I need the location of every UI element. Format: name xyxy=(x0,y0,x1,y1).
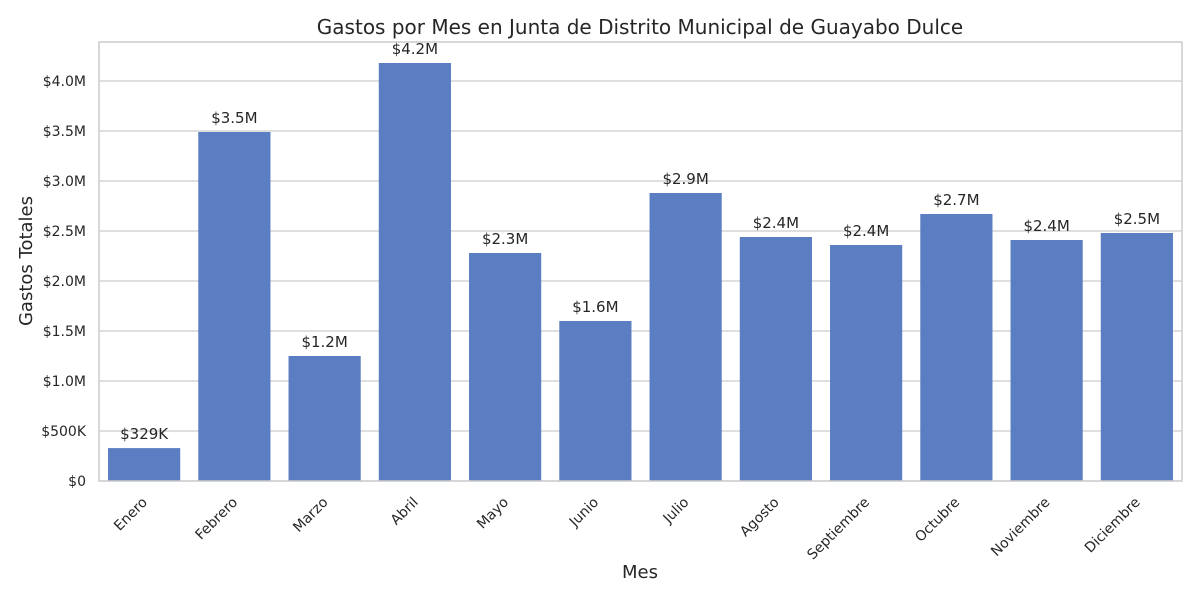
x-tick-label: Mayo xyxy=(474,495,512,533)
data-label: $1.2M xyxy=(301,333,347,351)
bar xyxy=(108,448,181,481)
x-tick-label: Junio xyxy=(566,495,602,531)
data-label: $2.4M xyxy=(753,214,799,232)
x-tick-label: Abril xyxy=(388,495,422,529)
x-tick-label: Julio xyxy=(660,495,693,528)
data-label: $329K xyxy=(120,425,169,443)
data-label: $2.5M xyxy=(1114,210,1160,228)
y-tick-label: $3.0M xyxy=(43,174,86,190)
bar xyxy=(469,253,542,481)
data-label: $2.7M xyxy=(933,191,979,209)
x-tick-labels: Enero Febrero Marzo Abril Mayo Junio Julio Agos… xyxy=(111,495,1144,564)
plot-frame xyxy=(98,41,1183,482)
y-tick-label: $3.5M xyxy=(43,124,86,140)
bar xyxy=(378,63,451,481)
y-tick-label: $2.5M xyxy=(43,224,86,240)
y-tick-label: $1.0M xyxy=(43,374,86,390)
x-tick-label: Febrero xyxy=(193,495,242,544)
x-tick-label: Noviembre xyxy=(988,495,1053,560)
x-tick-label: Septiembre xyxy=(804,495,873,564)
data-label: $3.5M xyxy=(211,109,257,127)
bar xyxy=(739,237,812,481)
y-tick-label: $500K xyxy=(41,424,87,440)
bar xyxy=(288,356,361,481)
bar xyxy=(920,214,993,481)
y-tick-label: $2.0M xyxy=(43,274,86,290)
y-tick-label: $0 xyxy=(68,474,86,490)
x-tick-label: Diciembre xyxy=(1082,495,1144,557)
x-axis-label: Mes xyxy=(622,562,658,583)
x-tick-label: Enero xyxy=(111,495,151,535)
bar xyxy=(830,245,903,481)
y-tick-labels: $0 $500K $1.0M $1.5M $2.0M $2.5M $3.0M $3.5M $4.… xyxy=(41,74,87,490)
data-label: $2.9M xyxy=(662,170,708,188)
grid-lines xyxy=(99,80,1182,482)
data-label: $2.3M xyxy=(482,230,528,248)
y-tick-label: $1.5M xyxy=(43,324,86,340)
bar xyxy=(1100,233,1173,481)
y-tick-label: $4.0M xyxy=(43,74,86,90)
bar xyxy=(1010,240,1083,481)
data-label: $4.2M xyxy=(392,40,438,58)
data-label: $1.6M xyxy=(572,298,618,316)
chart-title: Gastos por Mes en Junta de Distrito Muni… xyxy=(317,15,963,39)
x-tick-label: Agosto xyxy=(737,495,783,541)
bar xyxy=(198,132,271,481)
y-axis-label: Gastos Totales xyxy=(16,196,37,326)
data-label: $2.4M xyxy=(843,222,889,240)
bars xyxy=(108,63,1173,481)
x-tick-label: Octubre xyxy=(912,495,963,546)
data-labels: $329K $3.5M $1.2M $4.2M $2.3M $1.6M $2.9M $2.4M… xyxy=(120,40,1160,443)
bar xyxy=(649,193,722,481)
bar xyxy=(559,321,632,481)
data-label: $2.4M xyxy=(1023,217,1069,235)
x-tick-label: Marzo xyxy=(290,495,331,536)
